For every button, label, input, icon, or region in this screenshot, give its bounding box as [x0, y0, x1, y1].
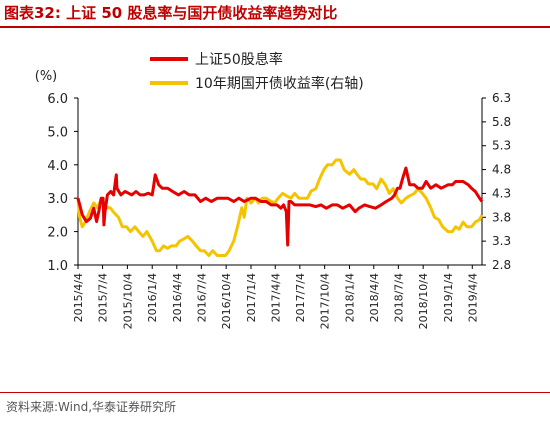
left-tick-label: 4.0 [47, 159, 68, 174]
x-tick-label: 2019/1/4 [442, 273, 455, 322]
x-tick-label: 2019/4/4 [466, 273, 479, 322]
legend: 上证50股息率 10年期国开债收益率(右轴) [150, 51, 364, 92]
x-tick-label: 2018/10/4 [417, 273, 430, 329]
footer-divider [0, 392, 550, 393]
x-tick-label: 2017/10/4 [319, 273, 332, 329]
right-tick-label: 5.3 [492, 139, 511, 153]
x-tick-label: 2016/4/4 [171, 273, 184, 322]
left-tick-label: 6.0 [47, 92, 68, 107]
x-tick-label: 2015/10/4 [121, 273, 134, 329]
x-tick-label: 2017/1/4 [245, 273, 258, 322]
right-tick-label: 6.3 [492, 91, 511, 105]
x-tick-label: 2018/1/4 [343, 273, 356, 322]
x-tick-label: 2018/7/4 [392, 273, 405, 322]
left-axis-unit: (%) [35, 69, 58, 84]
x-tick-label: 2018/4/4 [368, 273, 381, 322]
right-tick-label: 2.8 [492, 258, 511, 272]
left-tick-label: 2.0 [47, 226, 68, 241]
right-tick-label: 3.3 [492, 234, 511, 248]
right-tick-label: 3.8 [492, 210, 511, 224]
source-note: 资料来源:Wind,华泰证券研究所 [6, 400, 177, 414]
series-group [76, 158, 484, 257]
legend-label: 10年期国开债收益率(右轴) [195, 75, 364, 92]
left-tick-label: 3.0 [47, 192, 68, 207]
x-tick-label: 2017/7/4 [294, 273, 307, 322]
right-tick-label: 4.3 [492, 186, 511, 200]
figure-title: 图表32: 上证 50 股息率与国开债收益率趋势对比 [4, 4, 338, 22]
right-tick-label: 4.8 [492, 163, 511, 177]
x-tick-label: 2015/4/4 [72, 273, 85, 322]
series-line-cdb-yield [76, 158, 484, 257]
x-tick-label: 2017/4/4 [269, 273, 282, 322]
x-tick-label: 2015/7/4 [97, 273, 110, 322]
left-tick-label: 1.0 [47, 259, 68, 274]
right-tick-label: 5.8 [492, 115, 511, 129]
x-tick-label: 2016/1/4 [146, 273, 159, 322]
x-tick-label: 2016/10/4 [220, 273, 233, 329]
legend-label: 上证50股息率 [195, 51, 283, 68]
series-line-dividend-yield [76, 166, 484, 247]
axes-group: 1.0 2.0 3.0 4.0 5.0 6.0 (%) 2.8 3.3 3.8 4.3 4.8 5.3 5… [35, 69, 511, 329]
x-tick-label: 2016/7/4 [195, 273, 208, 322]
title-divider [0, 26, 550, 28]
left-tick-label: 5.0 [47, 125, 68, 140]
